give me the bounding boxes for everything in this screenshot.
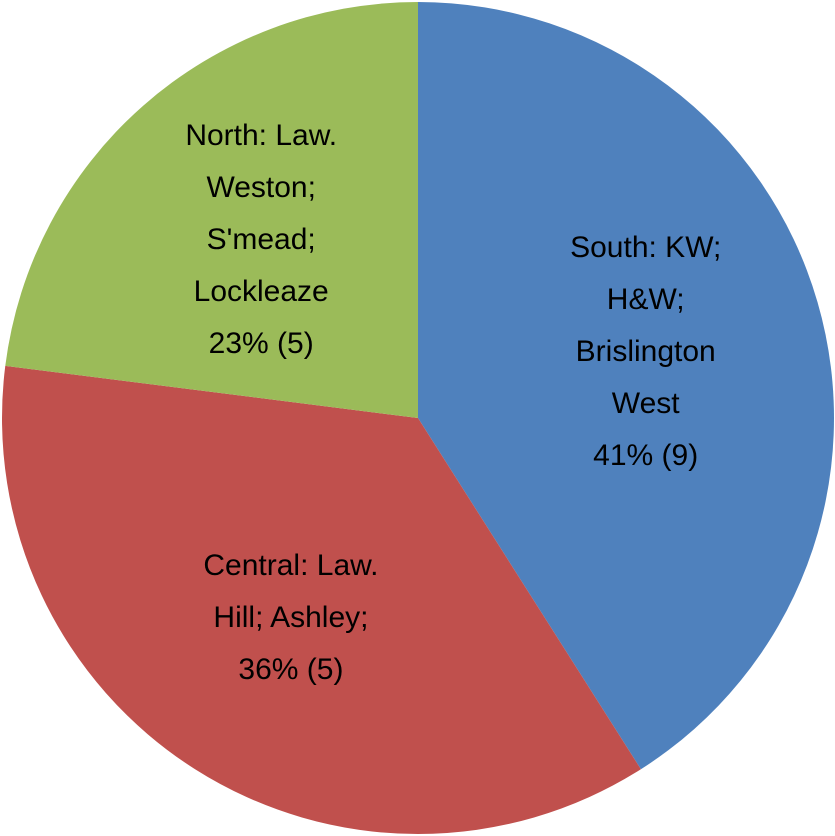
pie-slice <box>1 365 641 834</box>
category-label: South: KW; H&W; Brislington West <box>570 230 722 420</box>
pie-slice <box>5 2 419 418</box>
slice-label: South: KW; H&W; Brislington West 41% (9) <box>541 222 751 482</box>
pie-slice <box>418 2 834 770</box>
value-label: 23% (5) <box>208 327 314 361</box>
value-label: 41% (9) <box>593 438 699 472</box>
category-label: North: Law. Weston; S'mead; Lockleaze <box>185 119 338 309</box>
slice-label: North: Law. Weston; S'mead; Lockleaze 23%… <box>156 110 366 370</box>
slice-label: Central: Law. Hill; Ashley; 36% (5) <box>186 540 396 696</box>
value-label: 36% (5) <box>238 653 344 687</box>
category-label: Central: Law. Hill; Ashley; <box>203 549 379 635</box>
